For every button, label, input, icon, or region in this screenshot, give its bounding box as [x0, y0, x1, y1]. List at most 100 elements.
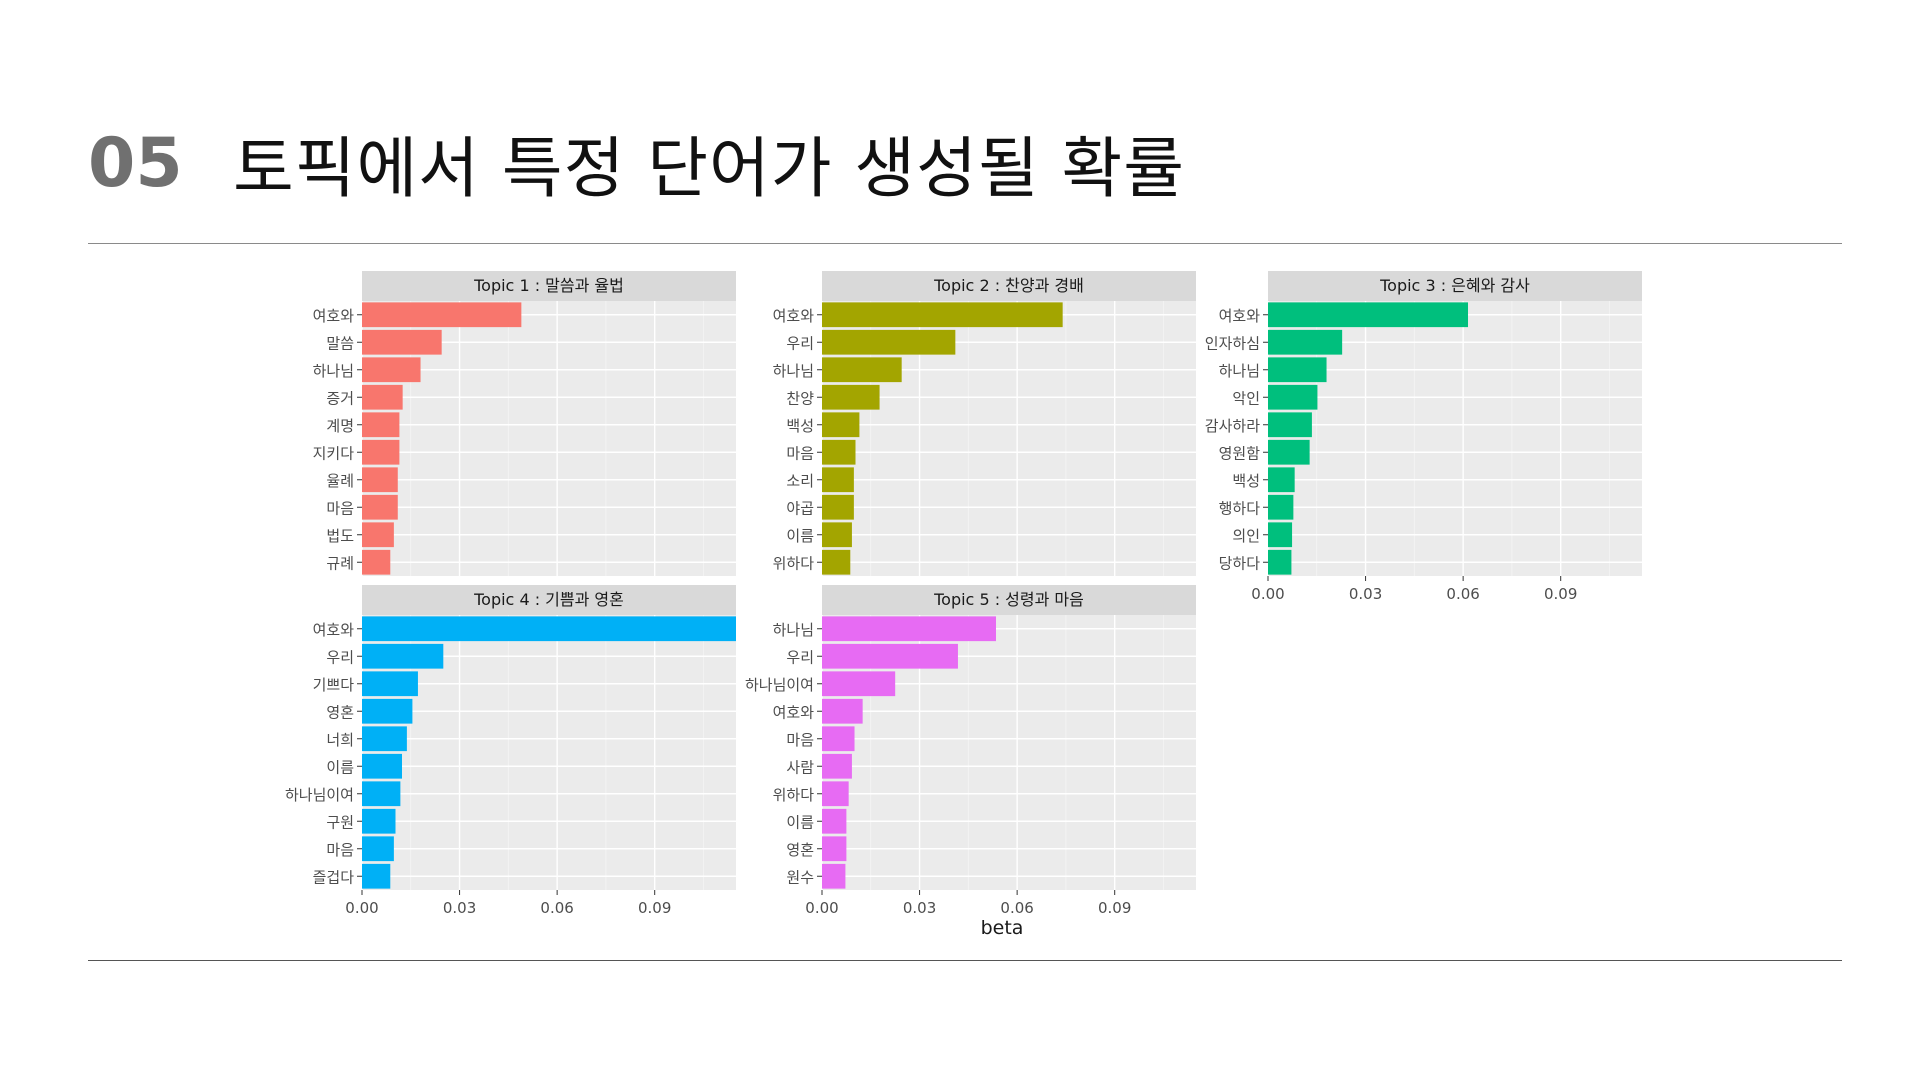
x-tick-label: 0.00 — [345, 899, 378, 917]
top-divider — [88, 243, 1842, 244]
facet-strip-label: Topic 2 : 찬양과 경배 — [933, 276, 1084, 295]
y-tick-label: 인자하심 — [1205, 334, 1260, 352]
y-tick-label: 마음 — [786, 731, 814, 749]
y-tick-label: 위하다 — [773, 554, 815, 572]
y-tick-label: 원수 — [786, 868, 814, 886]
y-tick-label: 증거 — [326, 389, 354, 407]
facet-strip — [362, 585, 736, 615]
bar — [362, 753, 403, 779]
y-tick-label: 행하다 — [1219, 499, 1261, 517]
bar — [1268, 329, 1343, 355]
bar — [362, 522, 394, 548]
y-tick-label: 여호와 — [1219, 307, 1261, 325]
y-tick-label: 너희 — [326, 731, 354, 749]
bar — [822, 384, 880, 410]
y-tick-label: 우리 — [786, 334, 814, 352]
y-tick-label: 영혼 — [326, 703, 354, 721]
y-tick-label: 여호와 — [313, 621, 355, 639]
y-tick-label: 지키다 — [313, 444, 355, 462]
bar — [822, 781, 849, 807]
bar — [1268, 357, 1327, 383]
bar — [362, 808, 396, 834]
y-tick-label: 당하다 — [1219, 554, 1261, 572]
facet-strip-label: Topic 3 : 은혜와 감사 — [1379, 276, 1530, 295]
bar — [362, 549, 391, 575]
slide-number: 05 — [88, 123, 183, 203]
x-tick-label: 0.09 — [1544, 585, 1577, 603]
bar — [822, 439, 856, 465]
y-tick-label: 감사하라 — [1205, 417, 1260, 435]
facet-strip-label: Topic 1 : 말씀과 율법 — [473, 276, 624, 295]
bar — [822, 643, 958, 669]
y-tick-label: 하나님 — [1219, 362, 1260, 380]
bar — [822, 412, 860, 438]
y-tick-label: 우리 — [786, 648, 814, 666]
bar — [362, 494, 398, 520]
x-tick-label: 0.06 — [1000, 899, 1033, 917]
y-tick-label: 이름 — [786, 527, 814, 545]
y-tick-label: 구원 — [326, 813, 354, 831]
x-axis-title: beta — [981, 917, 1024, 939]
y-tick-label: 사람 — [786, 758, 814, 776]
bar — [362, 698, 413, 724]
y-tick-label: 백성 — [1232, 472, 1260, 490]
bar — [1268, 522, 1293, 548]
facet-strip — [822, 271, 1196, 301]
y-tick-label: 말씀 — [326, 334, 354, 352]
bar — [362, 412, 400, 438]
bar — [822, 863, 846, 889]
x-tick-label: 0.03 — [903, 899, 936, 917]
bar — [362, 357, 421, 383]
y-tick-label: 악인 — [1232, 389, 1260, 407]
y-tick-label: 여호와 — [773, 307, 815, 325]
x-tick-label: 0.09 — [638, 899, 671, 917]
bar — [822, 671, 896, 697]
bar — [822, 522, 852, 548]
y-tick-label: 하나님이여 — [745, 676, 814, 694]
bar — [822, 808, 847, 834]
bar — [362, 863, 391, 889]
x-tick-label: 0.00 — [1251, 585, 1284, 603]
bar — [822, 302, 1063, 328]
y-tick-label: 즐겁다 — [313, 868, 355, 886]
bar — [822, 616, 996, 642]
y-tick-label: 위하다 — [773, 786, 815, 804]
slide-header: 05 토픽에서 특정 단어가 생성될 확률 — [88, 118, 1185, 208]
y-tick-label: 마음 — [326, 841, 354, 859]
y-tick-label: 마음 — [786, 444, 814, 462]
bar — [362, 726, 407, 752]
y-tick-label: 여호와 — [313, 307, 355, 325]
y-tick-label: 의인 — [1232, 527, 1260, 545]
y-tick-label: 기쁘다 — [313, 676, 355, 694]
bar — [1268, 549, 1292, 575]
bar — [362, 616, 736, 642]
bar — [822, 467, 854, 493]
y-tick-label: 이름 — [326, 758, 354, 776]
y-tick-label: 소리 — [786, 472, 814, 490]
y-tick-label: 이름 — [786, 813, 814, 831]
facet-strip-label: Topic 5 : 성령과 마음 — [933, 590, 1084, 609]
y-tick-label: 영혼 — [786, 841, 814, 859]
x-tick-label: 0.09 — [1098, 899, 1131, 917]
x-tick-label: 0.03 — [443, 899, 476, 917]
bar — [362, 384, 403, 410]
y-tick-label: 영원함 — [1219, 444, 1261, 462]
bar — [362, 302, 522, 328]
x-tick-label: 0.00 — [805, 899, 838, 917]
y-tick-label: 하나님 — [773, 362, 814, 380]
bar — [1268, 384, 1318, 410]
facet-strip-label: Topic 4 : 기쁨과 영혼 — [473, 590, 624, 609]
bar — [822, 357, 902, 383]
bar — [362, 329, 442, 355]
bar — [1268, 467, 1295, 493]
y-tick-label: 우리 — [326, 648, 354, 666]
y-tick-label: 야곱 — [786, 499, 814, 517]
y-tick-label: 계명 — [326, 417, 354, 435]
y-tick-label: 백성 — [786, 417, 814, 435]
bar — [362, 836, 394, 862]
x-tick-label: 0.03 — [1349, 585, 1382, 603]
bar — [362, 467, 398, 493]
y-tick-label: 하나님 — [313, 362, 354, 380]
y-tick-label: 여호와 — [773, 703, 815, 721]
